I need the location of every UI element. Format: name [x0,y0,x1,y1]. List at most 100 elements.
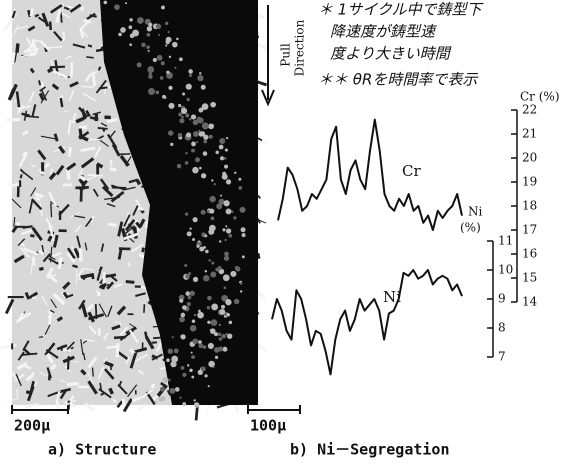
grain [107,119,117,121]
speckle [129,43,132,46]
speckle [219,324,221,326]
scale-label: 200μ [14,417,50,435]
speckle [156,24,161,29]
speckle [201,173,206,178]
speckle [174,67,176,69]
speckle [179,299,183,303]
speckle [229,321,233,325]
grain [138,208,143,209]
annotation: 降速度が鋳型速 [330,23,437,41]
grain [88,45,92,46]
speckle [148,88,155,95]
speckle [208,123,214,129]
speckle [185,161,189,165]
grain [143,248,144,252]
speckle [235,266,239,270]
speckle [186,132,191,137]
speckle [211,262,214,265]
speckle [153,58,157,62]
grain [23,226,33,228]
speckle [193,131,199,137]
speckle [158,34,160,36]
speckle [182,92,185,95]
speckle [175,387,180,392]
speckle [181,116,184,119]
axis-title: Ni [468,205,483,219]
grain [59,257,61,269]
grain [257,82,266,85]
speckle [192,338,198,344]
speckle [191,114,196,119]
speckle [208,343,214,349]
speckle [193,217,198,222]
speckle [230,271,236,277]
speckle [187,231,192,236]
speckle [242,255,245,258]
speckle [163,377,169,383]
speckle [191,355,195,359]
grain [126,282,135,283]
speckle [160,387,165,392]
speckle [168,31,170,33]
speckle [208,229,214,235]
speckle [192,320,195,323]
speckle [155,91,159,95]
speckle [188,296,192,300]
y2-tick-label: 11 [498,234,513,248]
speckle [229,234,233,238]
speckle [181,366,185,370]
speckle [210,102,216,108]
speckle [188,69,193,74]
speckle [242,233,246,237]
speckle [224,286,227,289]
speckle [168,349,173,354]
speckle [225,333,228,336]
speckle [214,183,216,185]
speckle [233,216,236,219]
grain [92,368,93,377]
grain [33,257,34,266]
y-tick-label: 22 [522,103,537,117]
speckle [209,135,213,139]
grain [256,43,267,49]
grain [48,69,53,72]
speckle [181,313,186,318]
speckle [225,225,227,227]
pull-label: Pull [279,43,293,67]
y-tick-label: 15 [522,271,537,285]
speckle [196,245,199,248]
grain [64,31,65,41]
y-tick-label: 14 [522,295,538,309]
grain [110,160,111,166]
grain [75,187,88,188]
speckle [182,305,187,310]
speckle [181,108,187,114]
speckle [200,131,205,136]
y-tick-label: 20 [522,151,537,165]
grain [79,127,87,128]
speckle [225,299,231,305]
speckle [207,306,210,309]
speckle [147,26,152,31]
grain [139,404,146,410]
figure: 200μ a) Structure 100μ b) Ni－Segregation… [0,0,573,466]
speckle [226,137,228,139]
speckle [218,333,221,336]
speckle [172,336,174,338]
speckle [198,310,201,313]
y2-tick-label: 9 [498,292,506,306]
speckle [137,62,142,67]
grain [16,223,20,224]
speckle [141,43,146,48]
speckle [205,270,207,272]
grain [40,172,44,173]
grain [117,343,118,357]
speckle [178,133,182,137]
y2-tick-label: 7 [498,350,506,364]
speckle [181,334,186,339]
speckle [221,270,224,273]
speckle [120,27,126,33]
speckle [190,291,195,296]
grain [12,52,13,64]
speckle [203,140,207,144]
